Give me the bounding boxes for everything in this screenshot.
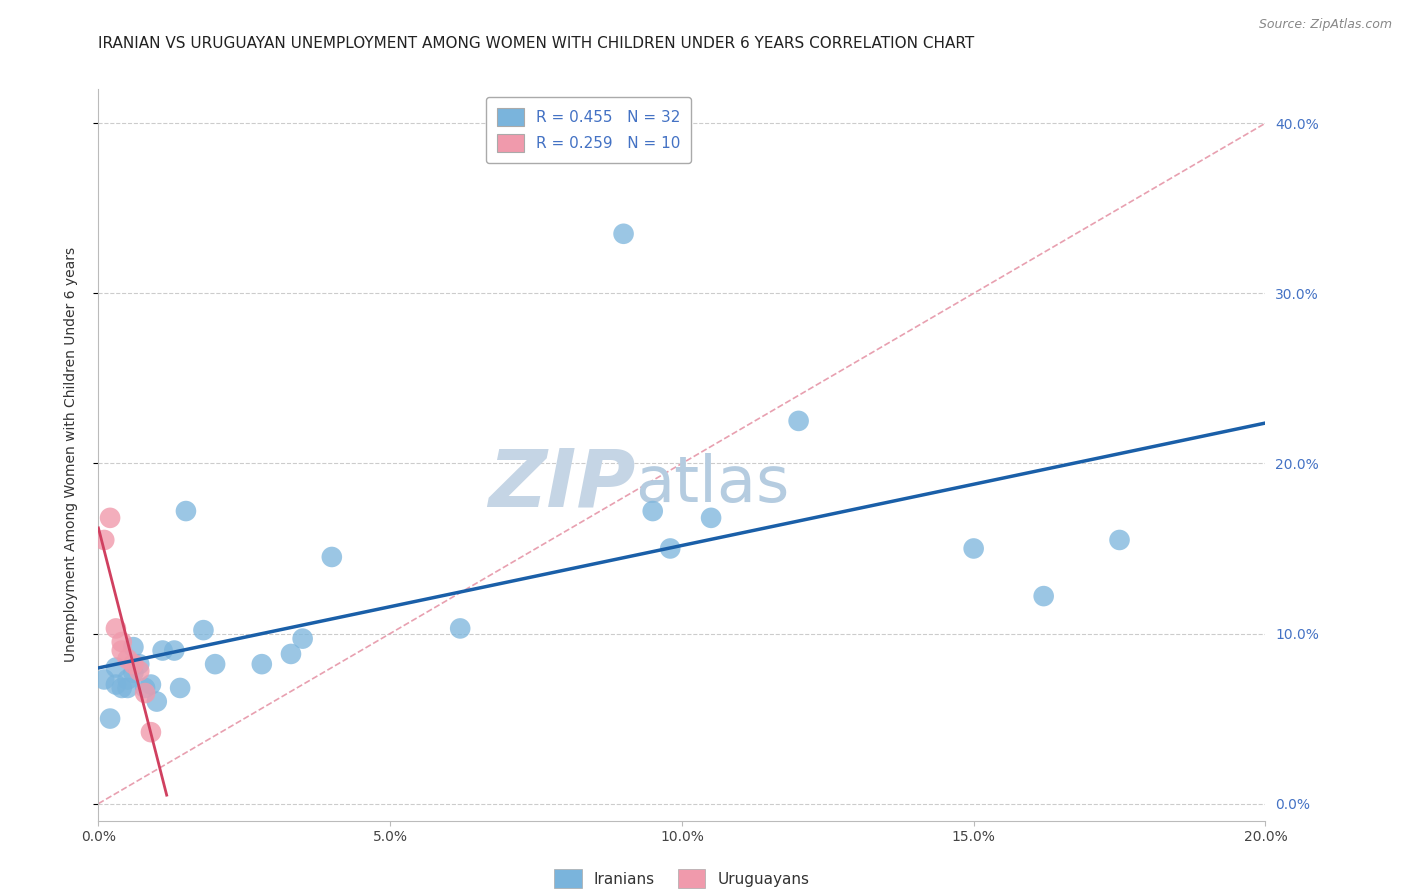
Point xyxy=(291,632,314,646)
Point xyxy=(117,673,139,687)
Point xyxy=(104,622,127,636)
Point xyxy=(117,652,139,666)
Point xyxy=(962,541,984,556)
Point xyxy=(612,227,634,241)
Point xyxy=(104,660,127,674)
Point xyxy=(122,657,145,672)
Point xyxy=(98,712,121,726)
Point xyxy=(134,681,156,695)
Y-axis label: Unemployment Among Women with Children Under 6 years: Unemployment Among Women with Children U… xyxy=(63,247,77,663)
Point xyxy=(169,681,191,695)
Point xyxy=(787,414,810,428)
Point xyxy=(174,504,197,518)
Point xyxy=(122,640,145,654)
Point xyxy=(193,623,215,637)
Point xyxy=(98,511,121,525)
Text: atlas: atlas xyxy=(636,453,790,516)
Legend: Iranians, Uruguayans: Iranians, Uruguayans xyxy=(546,860,818,892)
Text: IRANIAN VS URUGUAYAN UNEMPLOYMENT AMONG WOMEN WITH CHILDREN UNDER 6 YEARS CORREL: IRANIAN VS URUGUAYAN UNEMPLOYMENT AMONG … xyxy=(98,36,974,51)
Point xyxy=(134,686,156,700)
Point xyxy=(104,677,127,691)
Point xyxy=(1108,533,1130,547)
Point xyxy=(93,673,115,687)
Point xyxy=(449,622,471,636)
Point xyxy=(641,504,664,518)
Point xyxy=(280,647,302,661)
Point xyxy=(700,511,723,525)
Point xyxy=(122,665,145,680)
Point xyxy=(111,635,134,649)
Point xyxy=(321,549,343,564)
Text: ZIP: ZIP xyxy=(488,445,636,524)
Point xyxy=(111,643,134,657)
Point xyxy=(93,533,115,547)
Point xyxy=(139,677,162,691)
Point xyxy=(111,681,134,695)
Text: Source: ZipAtlas.com: Source: ZipAtlas.com xyxy=(1258,18,1392,31)
Point xyxy=(163,643,186,657)
Point xyxy=(659,541,682,556)
Point xyxy=(152,643,174,657)
Point xyxy=(204,657,226,672)
Point xyxy=(250,657,273,672)
Point xyxy=(128,664,150,678)
Point xyxy=(139,725,162,739)
Point xyxy=(128,657,150,672)
Point xyxy=(146,695,169,709)
Point xyxy=(117,681,139,695)
Point xyxy=(1032,589,1054,603)
